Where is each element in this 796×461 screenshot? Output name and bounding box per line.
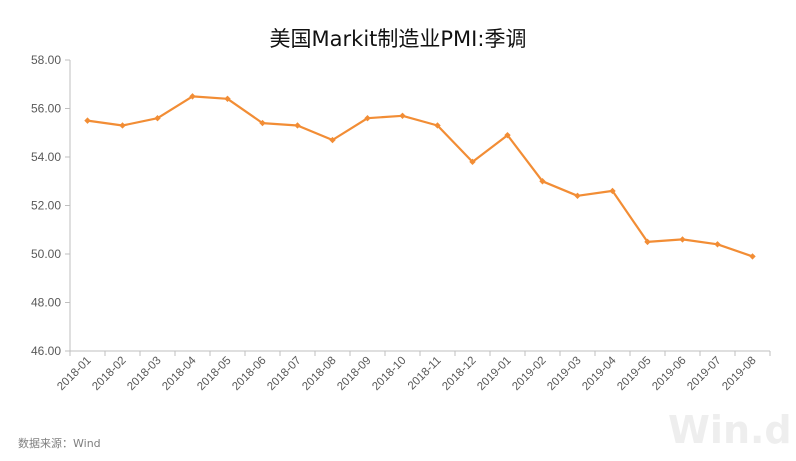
x-tick-label: 2018-12 (440, 355, 478, 393)
data-point (399, 112, 406, 119)
data-point (504, 131, 511, 139)
source-label: 数据来源：Wind (18, 436, 101, 450)
chart-title: 美国Markit制造业PMI:季调 (270, 27, 527, 51)
y-tick-label: 48.00 (31, 296, 61, 310)
data-point (154, 115, 161, 122)
data-point (294, 122, 301, 129)
x-tick-label: 2018-02 (90, 355, 128, 393)
x-tick-label: 2018-10 (370, 355, 408, 393)
data-point (609, 187, 616, 195)
x-tick-label: 2018-01 (55, 355, 93, 393)
data-point (364, 115, 371, 122)
data-point (329, 136, 336, 144)
y-tick-label: 58.00 (31, 53, 61, 67)
y-tick-label: 56.00 (31, 102, 61, 116)
data-point (749, 253, 756, 260)
data-point (714, 241, 721, 248)
x-tick-label: 2019-07 (685, 355, 723, 393)
x-tick-label: 2019-08 (720, 355, 758, 393)
watermark: Win.d (668, 408, 792, 452)
x-tick-label: 2019-03 (545, 355, 583, 393)
x-tick-label: 2018-04 (160, 354, 199, 393)
y-tick-label: 54.00 (31, 150, 61, 164)
x-tick-label: 2019-06 (650, 355, 688, 393)
series-layer (84, 93, 756, 260)
data-point (469, 158, 476, 166)
x-tick-label: 2018-11 (406, 355, 444, 393)
x-tick-label: 2018-08 (300, 355, 338, 393)
data-point (644, 238, 651, 246)
data-point (539, 178, 546, 185)
x-tick-label: 2018-09 (335, 355, 373, 393)
x-tick-label: 2019-02 (510, 355, 548, 393)
data-point (574, 192, 581, 199)
data-point (119, 122, 126, 129)
x-tick-label: 2019-04 (580, 354, 619, 393)
y-tick-label: 46.00 (31, 344, 61, 358)
data-point (259, 119, 266, 127)
x-tick-label: 2019-01 (475, 355, 513, 393)
data-point (224, 95, 231, 102)
data-point (84, 117, 91, 124)
x-tick-label: 2018-07 (265, 355, 303, 393)
x-axis: 2018-012018-022018-032018-042018-052018-… (55, 350, 771, 393)
x-tick-label: 2018-03 (125, 355, 163, 393)
y-tick-label: 50.00 (31, 247, 61, 261)
data-point (679, 236, 686, 243)
x-tick-label: 2018-06 (230, 355, 268, 393)
y-tick-label: 52.00 (31, 199, 61, 213)
data-point (189, 93, 196, 100)
x-tick-label: 2018-05 (195, 355, 233, 393)
y-axis: 46.00 48.00 50.00 52.00 54.00 56.00 58.00 (31, 53, 71, 358)
series-line (87, 95, 753, 258)
x-tick-label: 2019-05 (615, 355, 653, 393)
data-point (434, 122, 441, 129)
